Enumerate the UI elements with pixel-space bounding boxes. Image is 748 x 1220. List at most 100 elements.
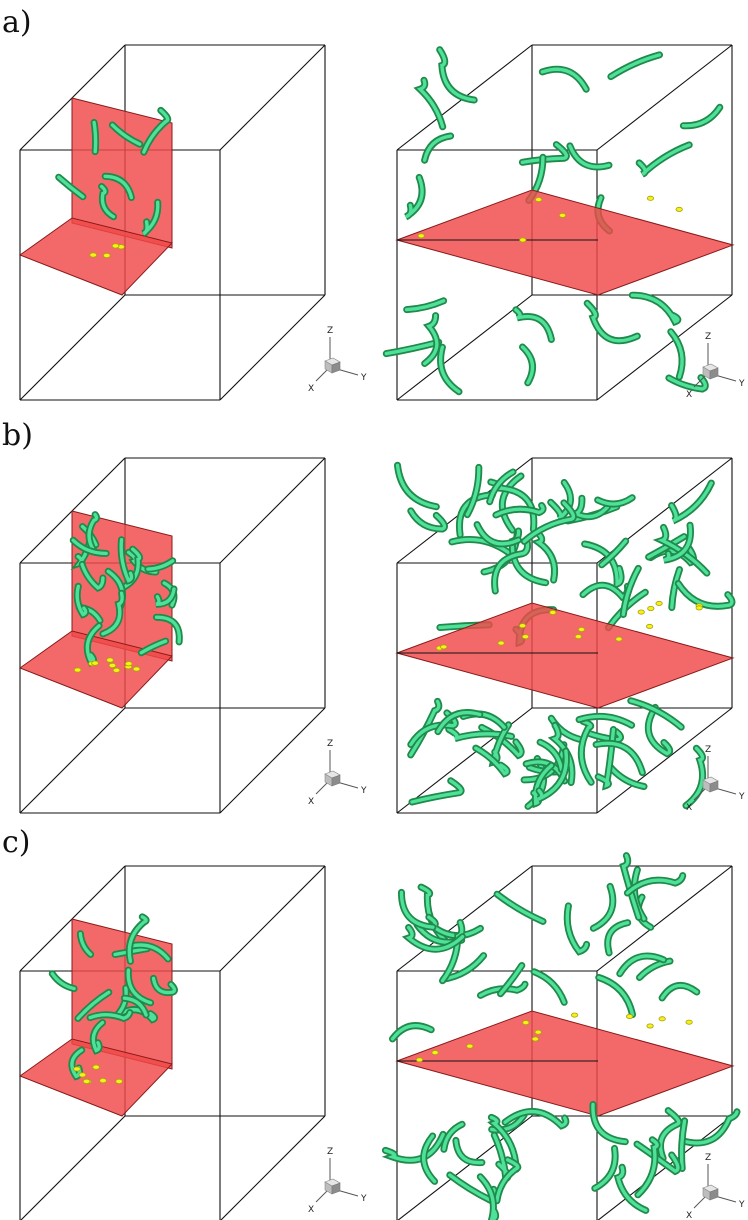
vortex-tube [421,312,441,367]
seed-point [531,1036,539,1042]
vortex-tube [579,581,632,601]
cube-edge [396,865,533,972]
axis-triad-left-c: Z X Y [308,1147,367,1215]
vortex-tube [401,924,466,953]
vortex-tube [440,1120,466,1153]
seed-point [574,634,583,640]
seed-point [92,1064,100,1070]
vortex-tube [535,747,570,803]
vortex-tube [413,76,447,131]
vortex-tube [86,1009,134,1023]
seed-point [89,252,97,258]
vortex-tube [628,291,682,327]
slice-plane-horizontal [18,1038,173,1117]
vortex-tube [627,697,685,731]
seed-point [685,1019,693,1025]
seed-point [124,661,133,667]
vortex-tube [124,966,155,1007]
vortex-tube [566,142,613,171]
seed-point [558,212,567,218]
seed-point [99,1078,107,1084]
vortex-tube [452,1136,486,1167]
left-cube-a [19,44,326,401]
vortex-tube [497,962,526,998]
vortex-tube [589,1101,629,1146]
vortex-tube [125,913,150,965]
vortex-tube [598,537,630,569]
axis-label-x: X [308,1205,314,1215]
vortex-tube [382,338,443,358]
vortex-tube [582,728,624,744]
seed-point [111,243,120,249]
vortex-tube [463,463,483,519]
vortex-tube [501,1108,570,1130]
slice-plane-horizontal [395,602,735,709]
seed-point [522,1020,530,1026]
axis-label-x: X [308,384,314,394]
panel-label-c: c) [2,825,31,860]
cube-edge [219,44,326,151]
seed-point [518,623,527,629]
vortex-tube [74,988,113,1022]
vortex-tube [492,502,547,519]
seed-point [647,606,655,612]
seed-point [112,667,121,673]
seed-point [73,1066,81,1072]
panel-b: b) Z X Y Z X Y [2,418,745,814]
seed-point [521,634,530,640]
seed-point [646,1023,654,1029]
left-subdomain-b [18,510,183,709]
seed-point [132,666,141,672]
seed-point [646,195,655,201]
vortex-tube [581,540,625,589]
axis-label-z: Z [705,332,711,342]
cube-edge [396,294,533,401]
vortex-tube [519,343,536,387]
panel-label-b: b) [2,418,33,453]
seed-point [91,660,99,666]
vortex-tube [657,1107,683,1162]
right-domain-c [381,852,741,1220]
seed-point [615,636,623,642]
vortex-tube [473,521,522,548]
seed-point [549,610,557,616]
vortex-tube [445,725,515,742]
cube-edge [219,707,326,814]
vortex-tube [99,589,126,638]
axis-triad-left-b: Z X Y [308,739,367,807]
vortex-tube [577,717,595,786]
cube-edge [397,1115,533,1220]
left-subdomain-c [18,913,178,1117]
vortex-tube [623,872,687,897]
seed-point [570,1012,579,1018]
vortex-tube [531,529,559,584]
vortex-tube [604,919,632,957]
vortex-tube [153,613,183,646]
axis-label-x: X [686,1211,692,1220]
vortex-tube [633,1140,682,1176]
vortex-tube [594,494,636,508]
vortex-tube [101,172,135,201]
vortex-tube [407,697,443,759]
vortex-tube [613,1163,650,1214]
vortex-tube [679,1108,741,1147]
vortex-tube [679,103,724,130]
cube-edge [220,1115,326,1220]
vortex-tube [137,637,170,657]
slice-plane-horizontal [395,1010,735,1117]
vortex-tube [421,132,455,164]
vortex-tube [658,981,701,1002]
vortex-tube [140,106,172,156]
vortex-tube [619,852,643,921]
cube-edge [597,1115,733,1220]
axis-label-y: Y [738,1200,745,1210]
vortex-tube [436,46,478,104]
slice-plane-horizontal [18,630,173,709]
right-domain-b [394,461,736,810]
vortex-tube [668,479,715,525]
cube-edge [20,1115,126,1220]
seed-point [577,627,586,633]
vortex-tube [476,1173,500,1220]
vortex-tube [486,468,517,506]
vortex-tube [403,297,448,314]
